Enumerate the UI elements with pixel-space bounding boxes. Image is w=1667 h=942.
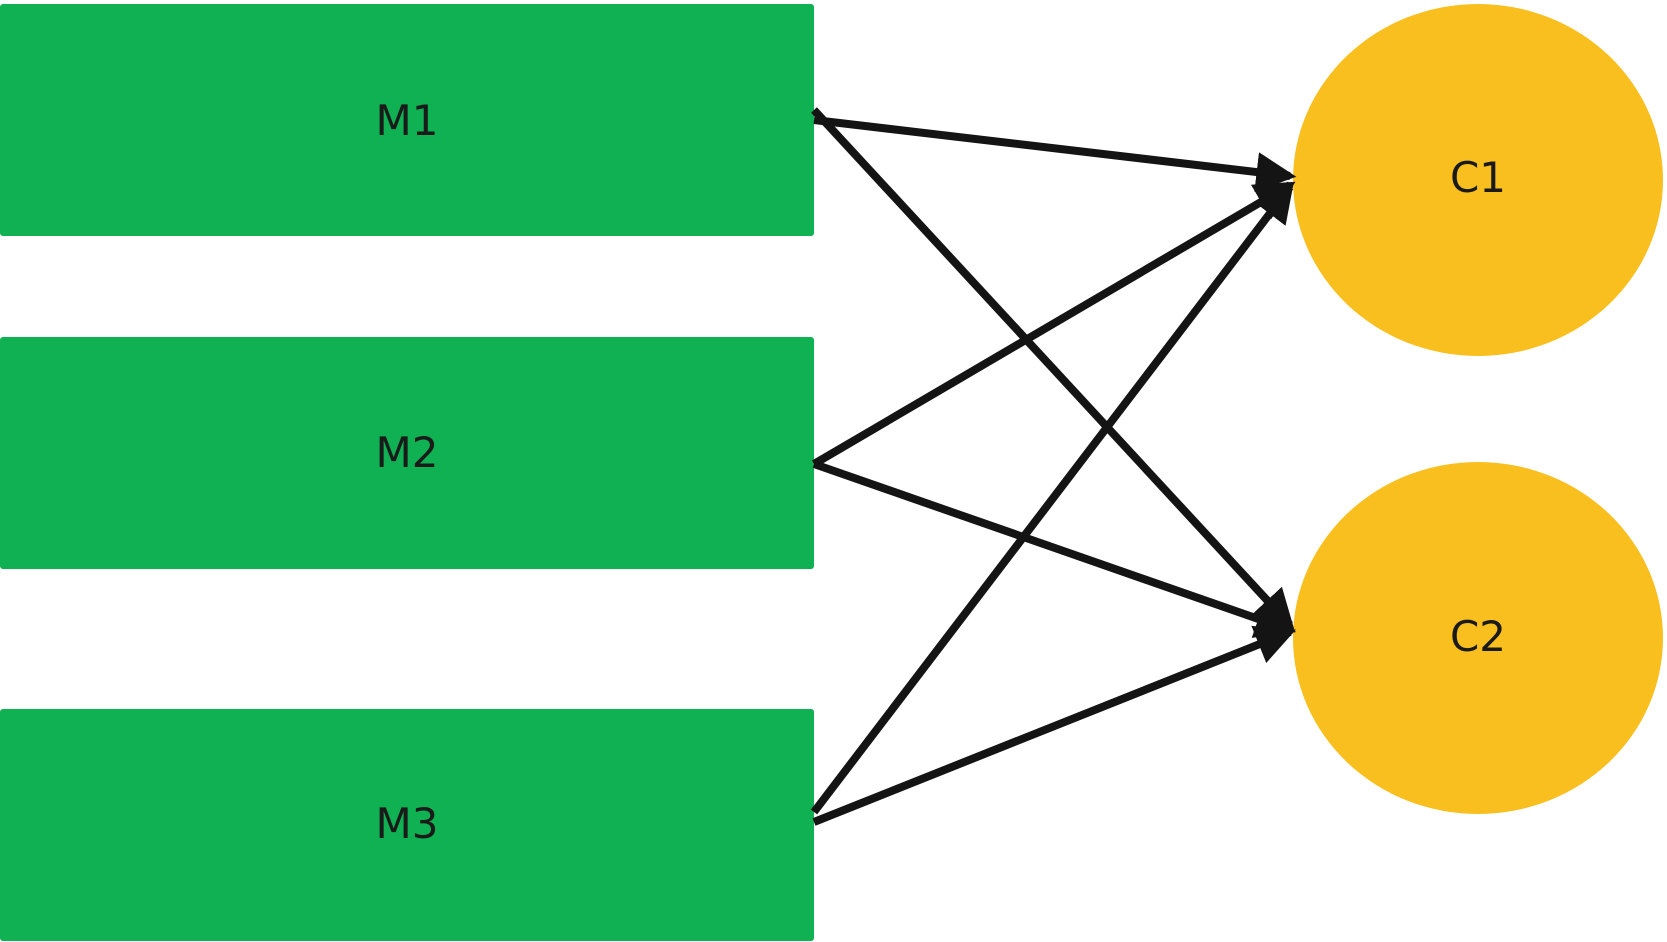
node-m2[interactable]: M2 [0, 337, 814, 569]
node-m1-box [0, 4, 814, 236]
node-c2-label: C2 [1450, 612, 1506, 661]
edge-m1-c1 [813, 116, 1297, 192]
edge-m2-c2 [812, 460, 1297, 638]
node-m3-box [0, 709, 814, 941]
edge-m3-c1 [810, 181, 1294, 815]
node-m2-box [0, 337, 814, 569]
node-m2-label: M2 [376, 428, 439, 477]
node-m3[interactable]: M3 [0, 709, 814, 941]
node-c2[interactable]: C2 [1293, 462, 1663, 814]
node-m1[interactable]: M1 [0, 4, 814, 236]
node-c1-circle [1293, 4, 1663, 356]
edges [810, 107, 1297, 826]
edge-m3-c2 [812, 625, 1296, 826]
edge-m1-c2 [811, 107, 1295, 630]
node-c1[interactable]: C1 [1293, 4, 1663, 356]
node-c1-label: C1 [1450, 153, 1506, 202]
node-c2-circle [1293, 462, 1663, 814]
node-m3-label: M3 [376, 799, 439, 848]
node-m1-label: M1 [376, 96, 439, 145]
edge-m2-c1 [811, 181, 1296, 468]
